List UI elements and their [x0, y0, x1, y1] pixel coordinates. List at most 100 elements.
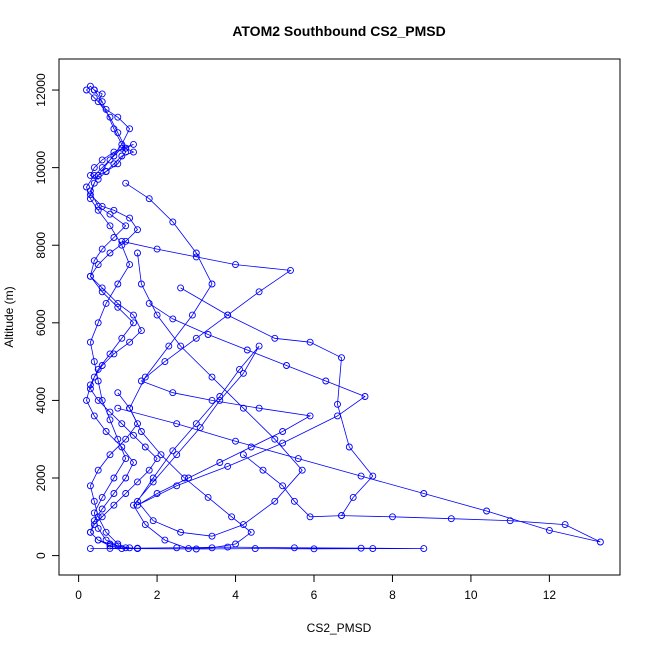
data-point — [149, 478, 157, 486]
data-point — [110, 501, 118, 509]
data-point — [255, 288, 263, 296]
data-point — [83, 86, 90, 94]
data-point — [94, 171, 102, 179]
data-point — [224, 311, 232, 319]
data-point — [118, 241, 126, 249]
data-point — [153, 490, 161, 497]
data-point — [255, 342, 263, 350]
data-point — [106, 416, 114, 424]
data-point — [216, 393, 224, 400]
data-point — [130, 459, 137, 466]
data-point — [86, 171, 94, 179]
data-point — [122, 544, 130, 552]
data-point — [130, 311, 137, 319]
data-point — [161, 536, 169, 544]
data-point — [86, 187, 94, 195]
data-point — [90, 171, 98, 179]
x-tick-label: 8 — [389, 588, 396, 602]
data-point — [94, 524, 102, 532]
y-tick-label: 2000 — [34, 464, 48, 491]
data-point — [369, 545, 377, 553]
series-3 — [177, 284, 377, 521]
data-point — [98, 245, 106, 253]
y-tick-label: 0 — [34, 552, 48, 559]
data-point — [106, 451, 114, 459]
data-point — [334, 400, 341, 408]
data-point — [90, 86, 98, 94]
data-point — [118, 420, 126, 428]
data-point — [86, 195, 94, 203]
series-line — [121, 240, 366, 506]
data-point — [122, 179, 130, 187]
data-point — [90, 257, 98, 265]
data-point — [102, 428, 110, 435]
data-point — [271, 435, 279, 443]
data-point — [204, 493, 212, 501]
data-point — [86, 482, 94, 490]
data-point — [94, 206, 102, 214]
data-point — [192, 334, 200, 342]
data-point — [90, 179, 98, 187]
data-point — [134, 478, 141, 486]
data-point — [173, 451, 181, 459]
data-point — [86, 528, 94, 536]
data-point — [192, 420, 200, 428]
data-point — [90, 373, 98, 381]
data-point — [192, 253, 200, 261]
data-point — [110, 125, 118, 133]
data-point — [236, 365, 243, 373]
data-point — [216, 396, 224, 404]
data-point — [98, 513, 106, 521]
data-point — [188, 311, 196, 319]
data-point — [122, 148, 130, 156]
series-2 — [118, 237, 369, 509]
data-point — [228, 513, 236, 521]
x-tick-label: 0 — [75, 588, 82, 602]
data-point — [298, 466, 306, 474]
data-point — [345, 443, 353, 451]
data-point — [106, 540, 114, 548]
data-point — [239, 521, 247, 529]
data-point — [94, 466, 102, 474]
data-point — [224, 543, 232, 551]
data-point — [134, 226, 141, 234]
y-tick-label: 4000 — [34, 387, 48, 414]
data-point — [130, 501, 137, 509]
data-point — [134, 497, 141, 505]
data-point — [114, 389, 122, 397]
data-point — [114, 435, 122, 443]
data-point — [141, 521, 149, 529]
data-point — [420, 545, 428, 553]
y-tick-label: 12000 — [34, 73, 48, 107]
data-point — [506, 517, 514, 525]
data-point — [153, 455, 161, 463]
y-tick-label: 10000 — [34, 151, 48, 185]
data-point — [98, 493, 106, 501]
data-point — [361, 393, 369, 400]
data-point — [98, 288, 106, 296]
data-point — [259, 466, 267, 474]
data-point — [106, 210, 114, 218]
data-point — [94, 513, 102, 521]
data-point — [94, 377, 102, 385]
x-tick-label: 2 — [154, 588, 161, 602]
data-point — [208, 373, 216, 381]
data-point — [134, 501, 141, 509]
data-point — [94, 202, 102, 210]
data-point — [208, 396, 216, 404]
data-point — [239, 369, 247, 377]
series-line — [125, 182, 303, 550]
data-point — [338, 354, 345, 362]
data-point — [106, 350, 114, 358]
data-point — [208, 532, 216, 540]
data-point — [247, 528, 255, 536]
data-point — [94, 536, 102, 544]
data-point — [114, 113, 122, 121]
data-point — [122, 435, 130, 443]
data-point — [145, 299, 153, 307]
data-point — [290, 544, 298, 552]
data-point — [271, 497, 279, 505]
data-point — [90, 517, 98, 525]
data-point — [86, 545, 94, 553]
data-point — [596, 538, 604, 546]
